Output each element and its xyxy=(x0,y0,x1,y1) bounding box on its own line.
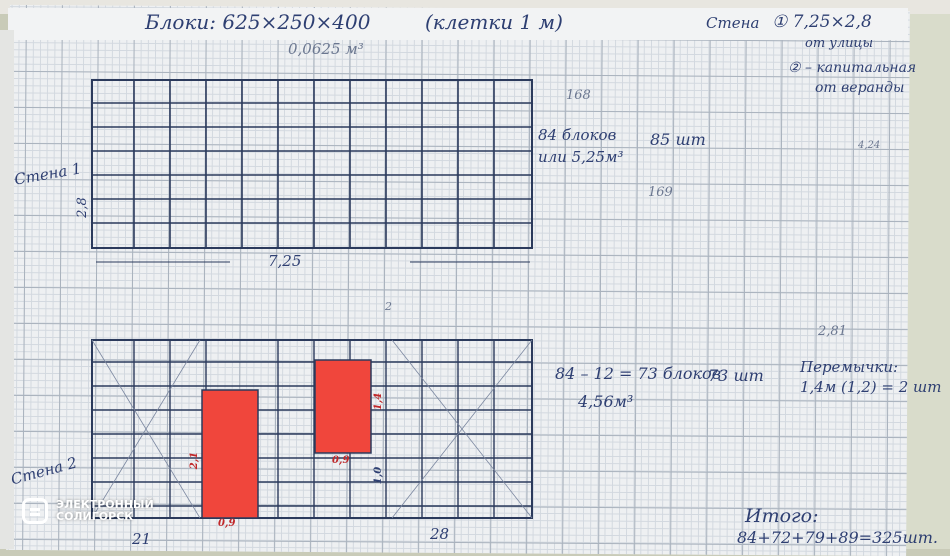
wall2-blocks: 84 – 12 = 73 блоков xyxy=(555,364,721,383)
wall1-blocks: 84 блоков xyxy=(538,126,617,144)
background-right xyxy=(905,14,950,549)
total-value: 84+72+79+89=325шт. xyxy=(737,528,939,547)
lintels-value: 1,4м (1,2) = 2 шт xyxy=(800,378,942,396)
watermark-line1: ЭЛЕКТРОННЫЙ xyxy=(56,498,154,511)
window-opening xyxy=(314,359,372,454)
wall1-note: от улицы xyxy=(805,36,874,51)
wall1-width: 7,25 xyxy=(268,252,302,270)
wall2-count: 73 шт xyxy=(708,366,764,385)
door-opening xyxy=(201,389,259,519)
door-height: 2,1 xyxy=(189,451,201,470)
wall2-bottom-left: 21 xyxy=(132,530,152,548)
total-title: Итого: xyxy=(745,505,819,527)
wall1-note-169: 169 xyxy=(648,185,673,200)
paper-left-edge xyxy=(0,30,14,549)
blocks-title: Блоки: 625×250×400 xyxy=(145,10,371,34)
wall-legend-label: Стена xyxy=(706,14,760,32)
wall2-note-top-right: 2,81 xyxy=(818,324,847,339)
block-volume: 0,0625 м³ xyxy=(288,40,364,58)
watermark-line2: СОЛИГОРСК xyxy=(56,510,134,523)
wall1-note-right: 4,24 xyxy=(858,140,881,151)
scale-note: (клетки 1 м) xyxy=(425,10,563,34)
watermark-logo: ЭЛЕКТРОННЫЙ СОЛИГОРСК xyxy=(22,498,154,524)
wall2-volume: 4,56м³ xyxy=(578,392,634,411)
logo-icon xyxy=(22,498,48,524)
lintels-title: Перемычки: xyxy=(800,358,899,376)
wall1-volume: или 5,25м³ xyxy=(538,148,624,166)
wall2-note-mid: 2 xyxy=(385,300,392,313)
window-sill: 1,0 xyxy=(373,466,385,485)
wall2-bottom-mid: 28 xyxy=(430,525,450,543)
wall2-desc: ② – капитальная xyxy=(788,60,917,76)
door-width: 0,9 xyxy=(218,518,236,529)
wall1-drawing xyxy=(91,79,533,263)
wall2-drawing xyxy=(91,339,533,519)
wall2-note: от веранды xyxy=(815,80,905,96)
wall1-height: 2,8 xyxy=(74,197,90,218)
window-height: 1,4 xyxy=(373,392,385,411)
wall1-count: 85 шт xyxy=(650,130,706,149)
window-width: 0,9 xyxy=(332,455,350,466)
paper-header-band xyxy=(8,8,908,40)
wall1-note-168: 168 xyxy=(566,88,591,103)
wall1-desc: ① 7,25×2,8 xyxy=(772,12,872,32)
